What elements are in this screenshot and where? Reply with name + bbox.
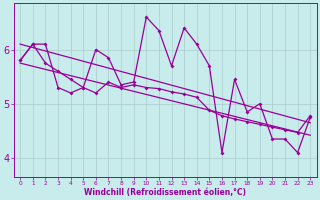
X-axis label: Windchill (Refroidissement éolien,°C): Windchill (Refroidissement éolien,°C) xyxy=(84,188,246,197)
